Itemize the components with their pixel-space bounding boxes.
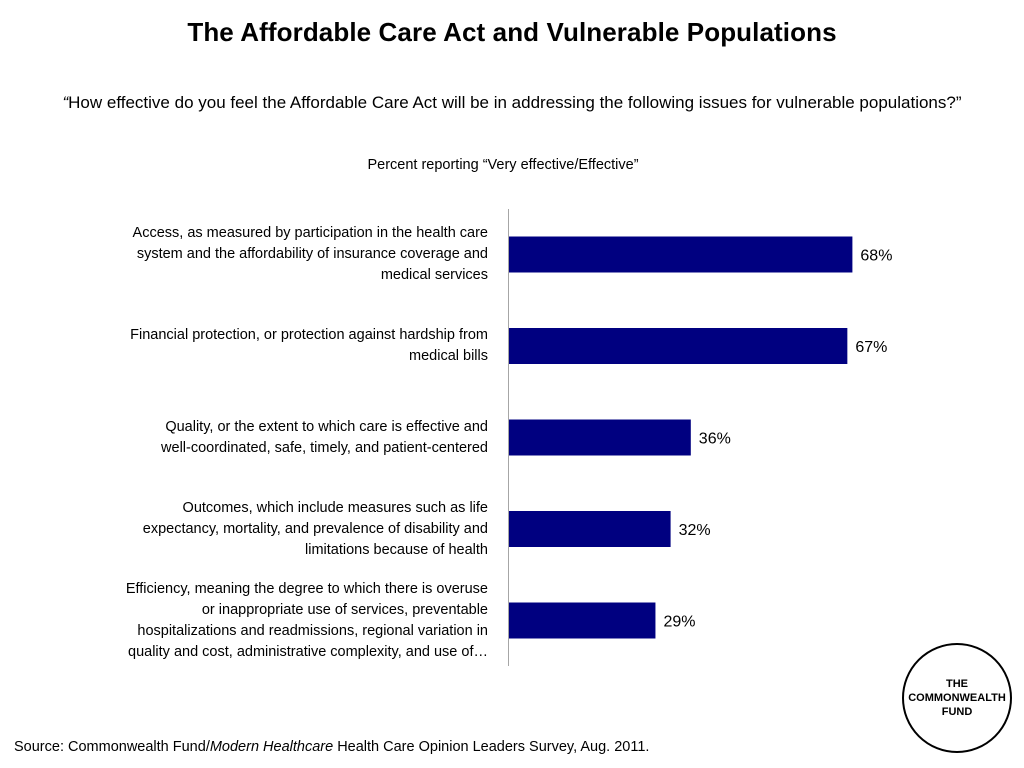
source-suffix: Health Care Opinion Leaders Survey, Aug.… [333,739,650,755]
bar-1 [509,236,853,273]
category-label-line: medical bills [409,348,488,364]
commonwealth-fund-logo: THE COMMONWEALTH FUND [902,643,1012,753]
category-label-line: Efficiency, meaning the degree to which … [125,580,488,597]
data-label-2: 67% [855,339,887,356]
bar-3 [509,419,691,456]
category-label-line: quality and cost, administrative complex… [128,643,488,660]
chart-subtitle: Percent reporting “Very effective/Effect… [367,157,639,173]
data-label-3: 36% [699,431,731,448]
source-note: Source: Commonwealth Fund/Modern Healthc… [14,739,649,755]
source-prefix: Source: Commonwealth Fund/ [14,739,210,755]
question-text: How effective do you feel the Affordable… [68,93,962,112]
category-label-line: limitations because of health [305,541,488,558]
category-label-line: Access, as measured by participation in … [132,225,488,241]
category-label-5: Efficiency, meaning the degree to which … [126,579,488,663]
category-label-line: or inappropriate use of services, preven… [201,601,488,618]
category-label-4: Outcomes, which include measures such as… [143,498,488,561]
logo-line-3: FUND [941,706,973,718]
category-label-3: Quality, or the extent to which care is … [161,417,488,459]
survey-question: “How effective do you feel the Affordabl… [0,93,1024,113]
category-label-line: Quality, or the extent to which care is … [165,418,488,435]
bar-5 [509,602,656,639]
category-label-1: Access, as measured by participation in … [133,223,488,286]
logo-line-1: THE [946,678,968,690]
data-label-5: 29% [663,614,695,631]
bar-4 [509,511,671,547]
page-title: The Affordable Care Act and Vulnerable P… [187,17,837,47]
category-label-line: medical services [380,267,488,283]
source-italic: Modern Healthcare [209,739,334,755]
category-label-line: Financial protection, or protection agai… [130,327,488,343]
category-label-2: Financial protection, or protection agai… [130,325,488,367]
category-label-line: Outcomes, which include measures such as… [182,499,488,516]
category-label-line: system and the affordability of insuranc… [136,246,488,262]
bar-2 [509,328,848,364]
logo-line-2: COMMONWEALTH [908,692,1006,704]
category-label-line: expectancy, mortality, and prevalence of… [142,520,488,537]
question-open-quote: “ [62,93,69,112]
data-label-4: 32% [679,522,711,539]
category-label-line: hospitalizations and readmissions, regio… [137,622,488,639]
category-label-line: well-coordinated, safe, timely, and pati… [161,439,488,456]
data-label-1: 68% [860,248,892,265]
